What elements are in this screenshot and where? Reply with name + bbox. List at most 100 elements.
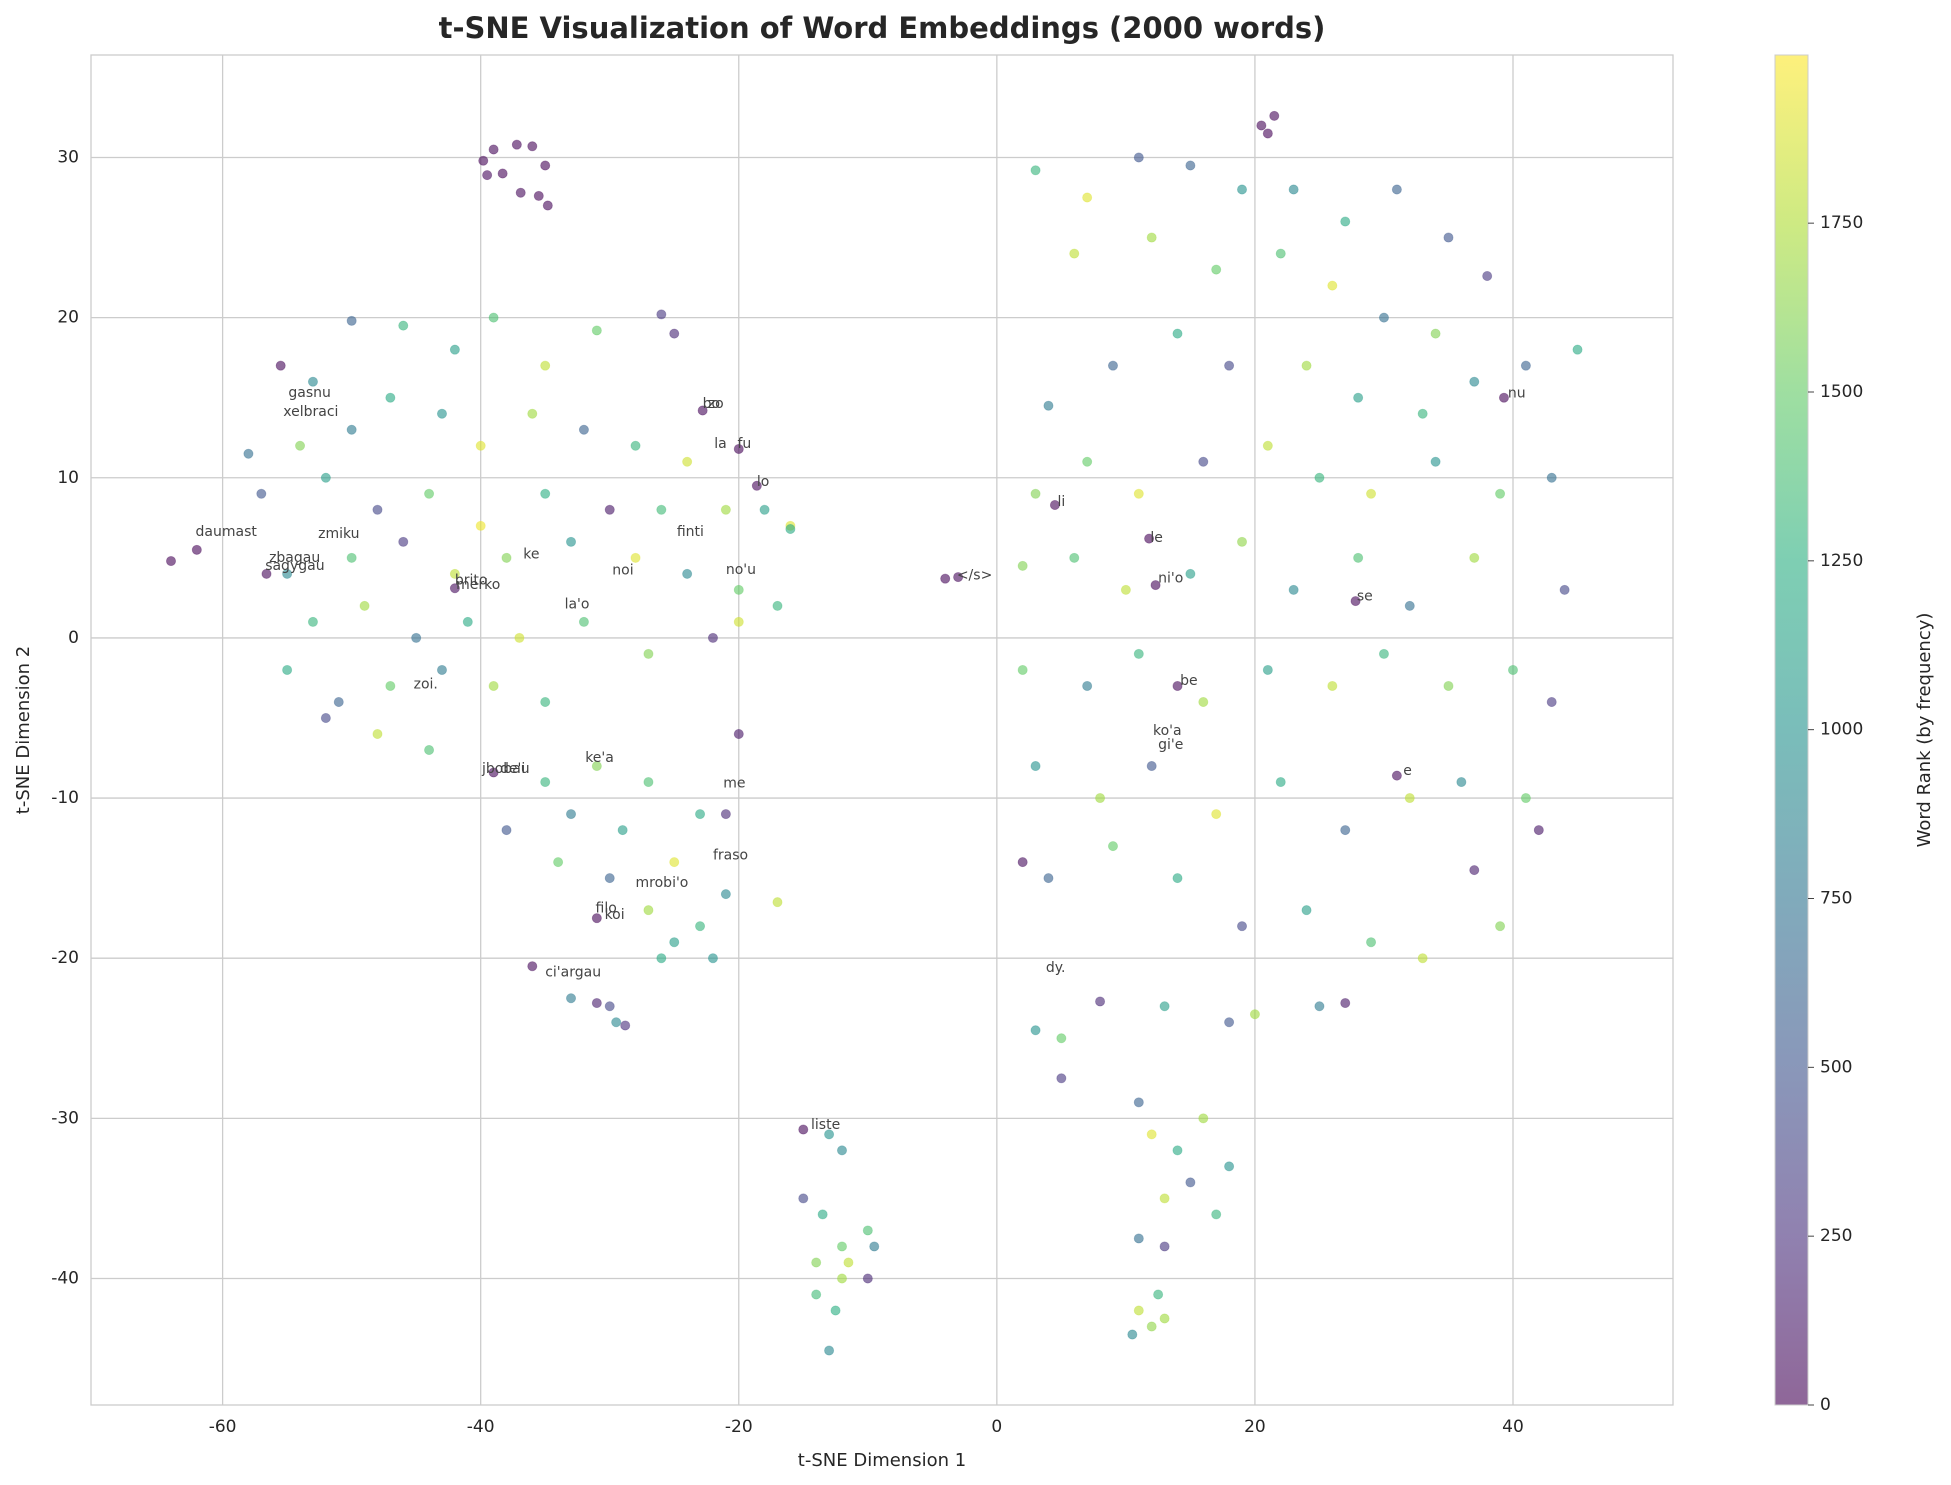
point [1469,376,1480,387]
y-tick-label: -20 [51,948,79,968]
point [824,1345,835,1356]
point [604,873,615,884]
point [540,777,551,788]
point [501,552,512,563]
point [1198,1113,1209,1124]
point [1404,793,1415,804]
word-label: li [1057,494,1065,510]
point [1107,360,1118,371]
point [243,448,254,459]
point [591,761,602,772]
word-label: lo [757,474,769,490]
point [1030,165,1041,176]
word-label: de'i [500,761,525,777]
point [720,504,731,515]
point [697,405,708,416]
word-label: daumast [196,524,258,540]
point [617,825,628,836]
point [772,600,783,611]
point [1017,560,1028,571]
point [669,937,680,948]
y-tick-label: -30 [51,1108,79,1128]
point [307,616,318,627]
point [1224,1017,1235,1028]
colorbar-tick-label: 1250 [1820,551,1863,571]
point [811,1257,822,1268]
word-label: finti [677,524,704,540]
plot-frame [90,54,1674,1406]
point [540,488,551,499]
point [1133,152,1144,163]
point [1146,1129,1157,1140]
word-label: noi [612,563,633,579]
point [1353,392,1364,403]
point [1572,344,1583,355]
point [540,160,551,171]
point [320,712,331,723]
point [1159,1241,1170,1252]
point [1159,1193,1170,1204]
y-tick-label: 20 [57,308,79,328]
point [1288,184,1299,195]
point [1133,1305,1144,1316]
point [359,600,370,611]
point [424,488,435,499]
point [372,504,383,515]
point [488,680,499,691]
point [346,424,357,435]
x-tick-label: -40 [467,1417,495,1437]
point [1366,488,1377,499]
point [1275,248,1286,259]
point [1127,1329,1138,1340]
x-tick-label: 40 [1502,1417,1524,1437]
point [643,648,654,659]
point [424,745,435,756]
point [1069,552,1080,563]
point [656,309,667,320]
word-label: zo [708,396,724,412]
point [1159,1313,1170,1324]
colorbar-tick-label: 250 [1820,1226,1852,1246]
point [695,921,706,932]
point [759,504,770,515]
point [515,187,526,198]
word-label: gi'e [1158,737,1183,753]
point [1546,696,1557,707]
word-label: ci'argau [545,965,601,981]
point [1144,533,1155,544]
point [1366,937,1377,948]
point [488,312,499,323]
point [707,953,718,964]
point [1043,400,1054,411]
point [604,504,615,515]
word-label: gasnu [288,385,331,401]
point [191,544,202,555]
point [566,809,577,820]
point [1056,1033,1067,1044]
point [1056,1073,1067,1084]
point [1172,328,1183,339]
point [1185,1177,1196,1188]
point [1030,488,1041,499]
point [1533,825,1544,836]
word-label: brito [455,572,488,588]
point [1082,456,1093,467]
point [275,360,286,371]
point [1185,160,1196,171]
word-label: merko [456,577,500,593]
point [1482,270,1493,281]
colorbar-label: Word Rank (by frequency) [1914,613,1935,848]
point [1520,793,1531,804]
point [1146,761,1157,772]
point [385,680,396,691]
point [798,1124,809,1135]
point [1456,777,1467,788]
point [1017,857,1028,868]
point [1443,680,1454,691]
point [1495,921,1506,932]
colorbar-tick-label: 750 [1820,888,1852,908]
point [1288,584,1299,595]
point [346,315,357,326]
point [1172,680,1183,691]
word-label: filo [596,901,617,917]
